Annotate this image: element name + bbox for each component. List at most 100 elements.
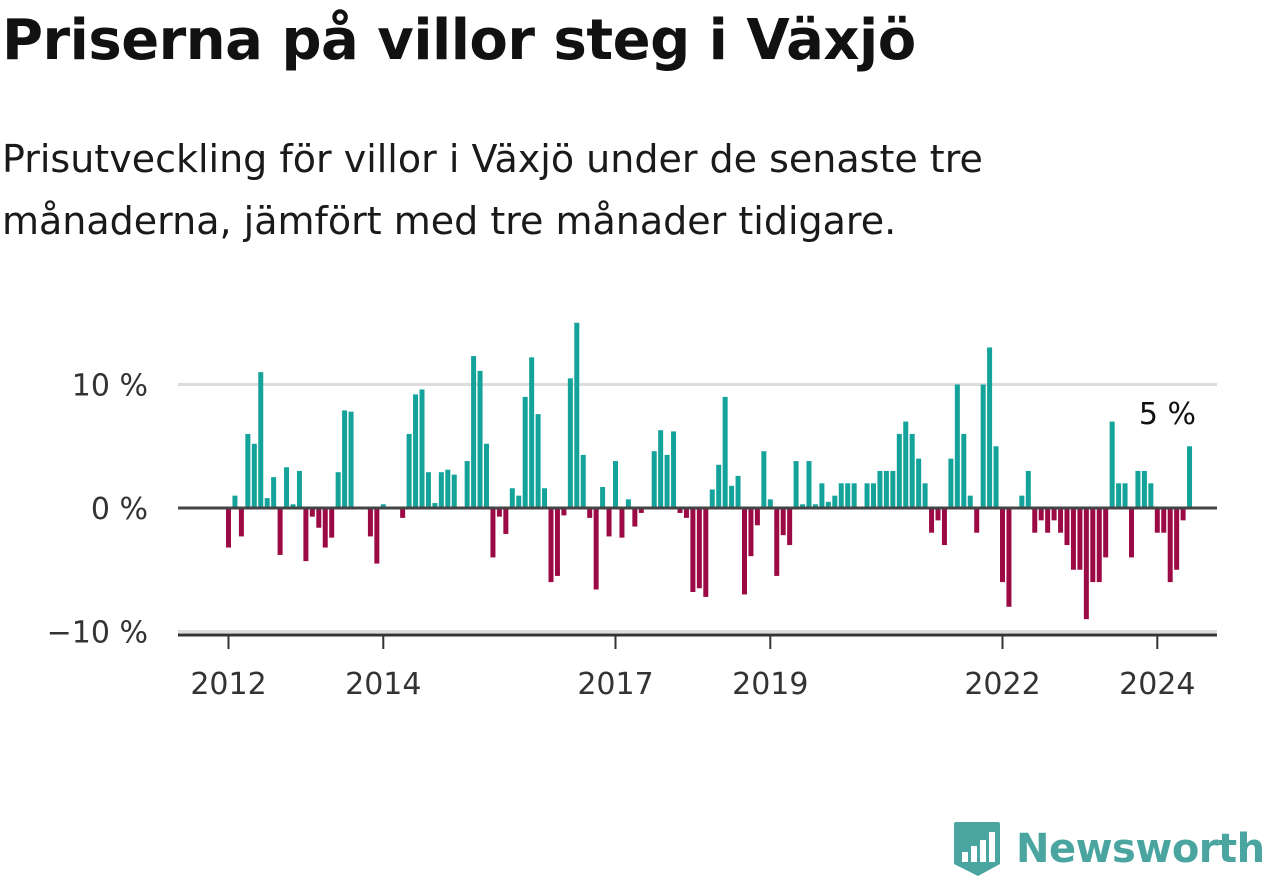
bar (1187, 446, 1193, 508)
bar (484, 443, 489, 508)
bar (871, 483, 876, 508)
bar (625, 499, 631, 508)
bar (451, 474, 457, 508)
bar (1180, 508, 1186, 521)
bar (638, 508, 644, 513)
bar (1000, 508, 1005, 583)
bar (477, 370, 483, 508)
bar (1103, 508, 1109, 558)
bar (690, 508, 696, 592)
bar (400, 508, 406, 518)
bar (1006, 508, 1012, 607)
bar (941, 508, 947, 546)
bar (974, 508, 980, 533)
bar (496, 508, 502, 517)
bar (258, 372, 264, 508)
bar (819, 483, 825, 508)
bar (1109, 421, 1115, 508)
bar (961, 433, 967, 508)
x-tick-label: 2019 (732, 667, 808, 702)
bar (380, 504, 386, 508)
bar (245, 433, 251, 508)
bar (419, 389, 425, 508)
bar (406, 433, 412, 508)
axes (178, 506, 1217, 649)
bar (851, 483, 857, 508)
bar (348, 411, 354, 508)
chart-subtitle: Prisutveckling för villor i Växjö under … (2, 137, 983, 243)
bar (909, 433, 915, 508)
bar (683, 508, 689, 518)
bar (271, 477, 277, 508)
bar (903, 421, 909, 508)
bar (838, 483, 844, 508)
bar (425, 472, 431, 508)
bar (1038, 508, 1044, 521)
x-tick-label: 2017 (577, 667, 653, 702)
bar (793, 461, 799, 508)
bar (864, 483, 870, 508)
bar (548, 508, 554, 583)
bar (284, 467, 290, 508)
bar (593, 508, 599, 590)
chart-title: Priserna på villor steg i Växjö (2, 8, 916, 73)
bar (1174, 508, 1180, 570)
newsworthy-logo-text: Newsworthy (1016, 826, 1262, 872)
bar (561, 508, 567, 516)
bar (238, 508, 244, 537)
bar (696, 508, 702, 589)
bar (580, 454, 586, 508)
bar (767, 499, 773, 508)
bar (1064, 508, 1070, 546)
bar (832, 495, 838, 508)
gridlines (178, 383, 1217, 633)
bar (671, 431, 677, 508)
bar (987, 347, 993, 508)
bar (754, 508, 760, 526)
bar (916, 458, 922, 508)
bar (471, 356, 477, 508)
bar (651, 451, 657, 508)
bar (516, 495, 522, 508)
bar (535, 414, 541, 508)
bar (1129, 508, 1134, 558)
bar (993, 446, 999, 508)
x-tick-label: 2022 (964, 667, 1040, 702)
bar (1019, 495, 1025, 508)
bar (935, 508, 941, 521)
bar (316, 508, 322, 528)
bar (1032, 508, 1038, 533)
bar (464, 461, 470, 508)
bar (606, 508, 612, 537)
bar (967, 495, 973, 508)
bar (787, 508, 793, 546)
bar (226, 508, 231, 548)
bar (748, 508, 754, 557)
newsworthy-logo: Newsworthy (952, 820, 1262, 878)
bar (613, 461, 618, 508)
bar (1058, 508, 1064, 533)
bar (806, 461, 812, 508)
bar (432, 503, 438, 508)
bar (1135, 470, 1141, 508)
bar (896, 433, 902, 508)
bar (322, 508, 328, 548)
bar (522, 396, 528, 508)
bar (529, 357, 535, 508)
bar (780, 508, 786, 536)
bar (877, 470, 883, 508)
bar (290, 504, 296, 508)
bar (1045, 508, 1051, 533)
bar (948, 458, 954, 508)
bar (632, 508, 638, 527)
bar (1148, 483, 1154, 508)
bar (509, 488, 515, 508)
bar (587, 508, 593, 518)
bar (735, 475, 741, 508)
bar (374, 508, 380, 564)
bar (1154, 508, 1160, 533)
bar (980, 384, 986, 508)
y-tick-label: 10 % (72, 369, 148, 404)
bar (761, 451, 767, 508)
